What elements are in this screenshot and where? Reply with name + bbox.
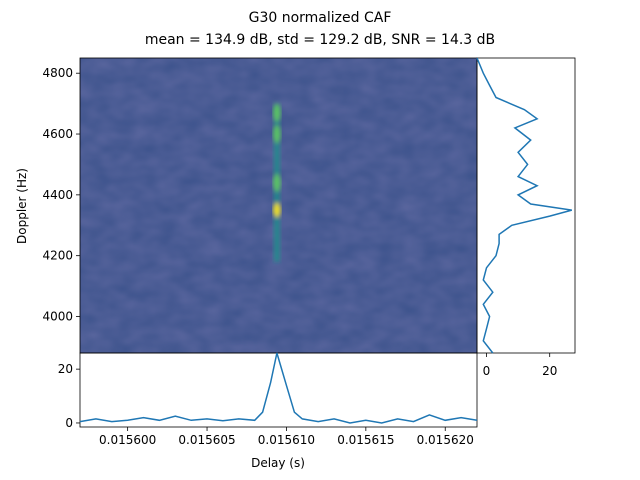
heatmap-ytick-label: 4400 bbox=[42, 188, 73, 202]
caf-heatmap bbox=[80, 58, 477, 353]
delay-xtick-label: 0.015615 bbox=[337, 433, 394, 447]
delay-xtick-label: 0.015610 bbox=[258, 433, 315, 447]
delay-ytick-label: 0 bbox=[65, 416, 73, 430]
delay-profile-plot bbox=[79, 352, 478, 428]
delay-xlabel: Delay (s) bbox=[251, 456, 305, 470]
heatmap-hotspot bbox=[272, 173, 281, 192]
chart-subtitle: mean = 134.9 dB, std = 129.2 dB, SNR = 1… bbox=[145, 32, 495, 48]
heatmap-hotspot bbox=[272, 103, 281, 122]
doppler-xtick-label: 20 bbox=[542, 364, 557, 378]
heatmap-hotspot bbox=[272, 125, 281, 144]
doppler-profile-plot bbox=[476, 57, 576, 354]
doppler-frame bbox=[476, 57, 576, 354]
heatmap-ytick-label: 4800 bbox=[42, 66, 73, 80]
delay-xtick-label: 0.015605 bbox=[178, 433, 235, 447]
doppler-profile-line bbox=[476, 57, 572, 354]
delay-xtick-label: 0.015620 bbox=[417, 433, 474, 447]
delay-ytick-label: 20 bbox=[58, 362, 73, 376]
heatmap-ytick-label: 4600 bbox=[42, 127, 73, 141]
delay-xtick-label: 0.015600 bbox=[99, 433, 156, 447]
heatmap-ytick-label: 4000 bbox=[42, 310, 73, 324]
heatmap-ytick-label: 4200 bbox=[42, 249, 73, 263]
delay-profile-line bbox=[79, 352, 478, 424]
chart-title: G30 normalized CAF bbox=[249, 10, 392, 26]
heatmap-ylabel: Doppler (Hz) bbox=[15, 168, 29, 244]
doppler-xtick-label: 0 bbox=[483, 364, 491, 378]
heatmap-hotspot bbox=[272, 203, 281, 218]
delay-frame bbox=[79, 352, 478, 428]
